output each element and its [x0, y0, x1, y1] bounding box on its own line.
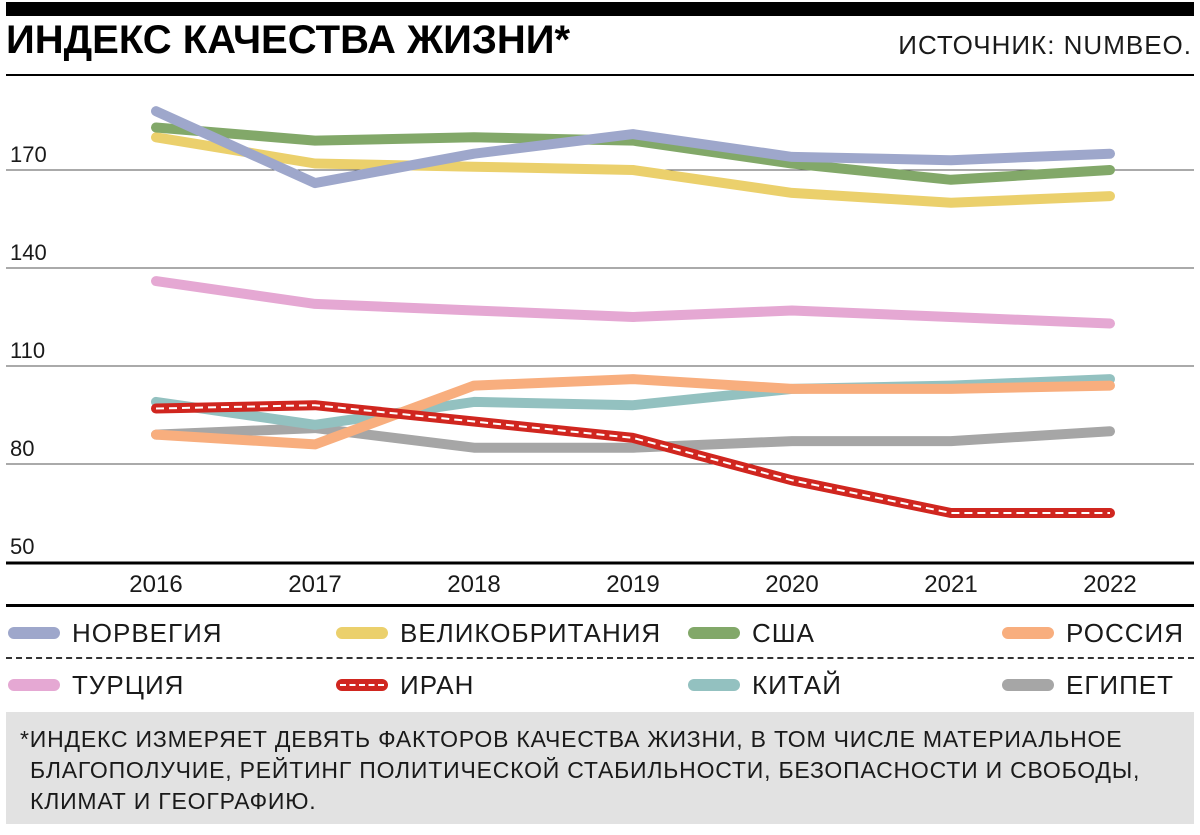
- footnote-line-2: БЛАГОПОЛУЧИЕ, РЕЙТИНГ ПОЛИТИЧЕСКОЙ СТАБИ…: [30, 757, 1141, 783]
- y-tick-label-50: 50: [10, 534, 34, 559]
- chart-title: ИНДЕКС КАЧЕСТВА ЖИЗНИ*: [6, 18, 571, 62]
- legend-label-iran: ИРАН: [400, 669, 475, 700]
- legend-label-usa: США: [752, 617, 815, 648]
- legend-item-iran: ИРАН: [336, 662, 474, 708]
- legend-swatch-norway: [8, 627, 60, 639]
- legend-label-china: КИТАЙ: [752, 669, 842, 700]
- legend-swatch-usa: [688, 627, 740, 639]
- series-3-line: [151, 374, 1115, 450]
- series-2-line: [151, 122, 1115, 185]
- series-4-line: [151, 276, 1115, 329]
- legend-swatch-iran: [336, 679, 388, 691]
- x-tick-label-2022: 2022: [1083, 571, 1136, 598]
- legend-label-norway: НОРВЕГИЯ: [72, 617, 223, 648]
- legend-top-divider: [6, 604, 1194, 607]
- legend-swatch-russia: [1002, 627, 1054, 639]
- source-note: ИСТОЧНИК: NUMBEO.: [898, 30, 1192, 60]
- legend-item-russia: РОССИЯ: [1002, 610, 1184, 656]
- legend-separator: [6, 657, 1194, 659]
- legend-item-turkey: ТУРЦИЯ: [8, 662, 184, 708]
- top-bar: [6, 2, 1194, 16]
- series-1-line: [151, 132, 1115, 208]
- series-5-dash-overlay: [155, 404, 1110, 514]
- footnote: *ИНДЕКС ИЗМЕРЯЕТ ДЕВЯТЬ ФАКТОРОВ КАЧЕСТВ…: [6, 712, 1194, 824]
- y-tick-label-80: 80: [10, 436, 34, 461]
- footnote-line-3: КЛИМАТ И ГЕОГРАФИЮ.: [30, 788, 317, 814]
- title-divider: [6, 74, 1194, 76]
- legend-label-egypt: ЕГИПЕТ: [1066, 669, 1175, 700]
- legend-swatch-uk: [336, 627, 388, 639]
- legend-row-1: НОРВЕГИЯ ВЕЛИКОБРИТАНИЯ США РОССИЯ: [0, 610, 1200, 656]
- legend-item-egypt: ЕГИПЕТ: [1002, 662, 1174, 708]
- y-tick-label-140: 140: [10, 240, 47, 265]
- footnote-line-1: *ИНДЕКС ИЗМЕРЯЕТ ДЕВЯТЬ ФАКТОРОВ КАЧЕСТВ…: [20, 726, 1123, 752]
- x-tick-label-2017: 2017: [288, 571, 341, 598]
- x-tick-label-2018: 2018: [447, 571, 500, 598]
- legend-row-2: ТУРЦИЯ ИРАН КИТАЙ ЕГИПЕТ: [0, 662, 1200, 708]
- legend-item-china: КИТАЙ: [688, 662, 842, 708]
- x-tick-label-2021: 2021: [924, 571, 977, 598]
- legend-swatch-turkey: [8, 679, 60, 691]
- x-tick-label-2020: 2020: [765, 571, 818, 598]
- legend-item-norway: НОРВЕГИЯ: [8, 610, 223, 656]
- legend-swatch-china: [688, 679, 740, 691]
- x-tick-label-2019: 2019: [606, 571, 659, 598]
- series-0-line: [151, 106, 1115, 189]
- legend-item-usa: США: [688, 610, 815, 656]
- y-tick-label-170: 170: [10, 142, 47, 167]
- legend-label-uk: ВЕЛИКОБРИТАНИЯ: [400, 617, 662, 648]
- legend-swatch-egypt: [1002, 679, 1054, 691]
- y-tick-label-110: 110: [10, 338, 45, 363]
- legend-label-turkey: ТУРЦИЯ: [72, 669, 185, 700]
- legend-item-uk: ВЕЛИКОБРИТАНИЯ: [336, 610, 661, 656]
- x-tick-label-2016: 2016: [129, 571, 182, 598]
- legend-label-russia: РОССИЯ: [1066, 617, 1185, 648]
